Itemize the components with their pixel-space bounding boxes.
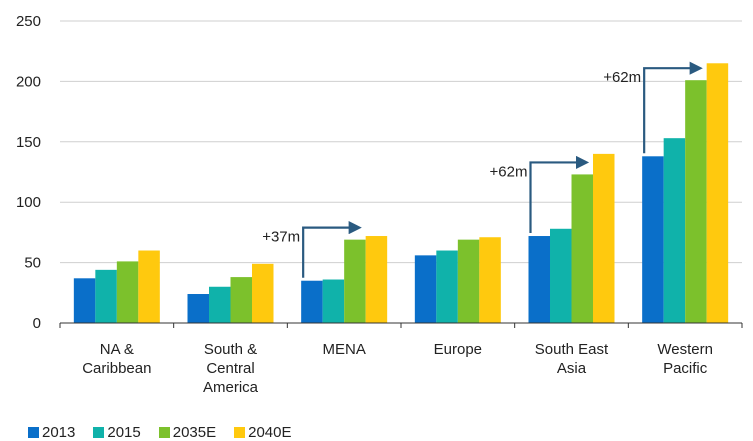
- legend-swatch: [93, 427, 105, 438]
- y-tick-label: 50: [24, 255, 41, 272]
- x-tick-label: Western Pacific: [657, 341, 713, 377]
- bar-2013-0: [73, 278, 96, 323]
- bar-2040e-2: [365, 236, 388, 323]
- legend-swatch: [234, 427, 246, 438]
- bar-2035e-4: [571, 174, 593, 323]
- x-tick-label: South East Asia: [535, 341, 609, 377]
- legend-label: 2013: [42, 424, 76, 441]
- y-tick-label: 100: [16, 194, 41, 211]
- annotation-label: +62m: [603, 69, 641, 86]
- bar-2035e-5: [685, 80, 707, 323]
- annotation-arrow: [302, 221, 362, 278]
- legend-item-2015: 2015: [93, 424, 141, 441]
- bar-2015-4: [550, 228, 572, 323]
- bar-2035e-0: [116, 261, 139, 323]
- annotation-arrow: [643, 61, 703, 154]
- legend-swatch: [28, 427, 39, 438]
- legend-item-2035e: 2035E: [158, 424, 217, 441]
- legend-label: 2015: [107, 424, 141, 441]
- bar-2040e-4: [593, 153, 615, 323]
- x-tick-label: MENA: [322, 341, 365, 358]
- bar-2015-3: [436, 250, 458, 323]
- bar-2013-3: [414, 255, 437, 323]
- legend-item-2013: 2013: [28, 424, 75, 441]
- annotations: +37m +62m +62m: [262, 61, 703, 278]
- y-tick-label: 250: [16, 13, 41, 30]
- bar-2040e-0: [138, 250, 160, 323]
- bar-2040e-3: [479, 237, 501, 323]
- bar-2035e-3: [457, 239, 480, 323]
- bar-2013-1: [187, 294, 209, 323]
- bar-2013-2: [301, 280, 323, 323]
- bar-2015-1: [209, 286, 231, 323]
- bar-2035e-1: [230, 277, 252, 323]
- bar-2013-5: [642, 156, 664, 323]
- bars: [73, 63, 729, 323]
- x-axis-labels: NA & Caribbean South & Central America MENA Eu…: [82, 341, 713, 396]
- x-tick-label: South & Central America: [203, 341, 259, 396]
- legend: 2013 2015 2035E 2040E: [28, 424, 310, 441]
- legend-label: 2035E: [172, 424, 217, 441]
- y-tick-label: 150: [16, 134, 41, 151]
- annotation-label: +62m: [490, 163, 528, 180]
- legend-label: 2040E: [248, 424, 292, 441]
- legend-swatch: [158, 427, 170, 438]
- legend-item-2040e: 2040E: [234, 424, 292, 441]
- x-tick-label: Europe: [434, 341, 482, 358]
- bar-2035e-2: [344, 239, 366, 323]
- bar-2013-4: [528, 236, 550, 323]
- y-tick-label: 200: [16, 73, 41, 90]
- gridlines: [60, 20, 742, 264]
- x-axis: [59, 322, 743, 328]
- x-tick-label: NA & Caribbean: [82, 341, 151, 377]
- bar-chart: 0 50 100 150 200 250 NA & Caribbean South & Cent…: [16, 13, 743, 396]
- y-axis-ticks: 0 50 100 150 200 250: [16, 13, 41, 332]
- annotation-label: +37m: [262, 229, 300, 246]
- bar-2040e-5: [706, 63, 729, 323]
- bar-2015-2: [322, 279, 345, 323]
- y-tick-label: 0: [33, 315, 41, 332]
- bar-2040e-1: [252, 263, 274, 323]
- bar-2015-5: [663, 138, 686, 323]
- annotation-arrow: [529, 155, 590, 234]
- bar-2015-0: [95, 269, 117, 323]
